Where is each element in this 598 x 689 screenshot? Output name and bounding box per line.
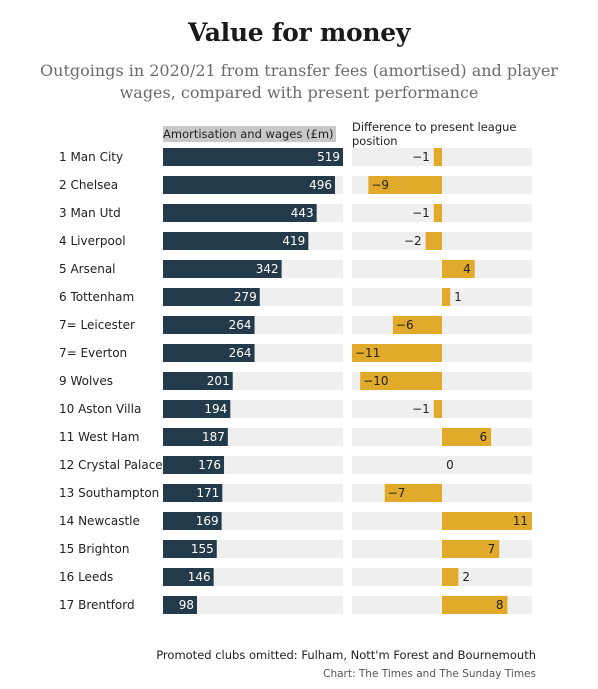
column-header-difference: Difference to present league position [352, 120, 517, 148]
difference-value-label: −9 [371, 178, 389, 192]
chart-title: Value for money [187, 18, 411, 47]
wages-bar [163, 204, 317, 222]
club-label: 3 Man Utd [59, 206, 121, 220]
chart-subtitle: Outgoings in 2020/21 from transfer fees … [40, 61, 558, 102]
difference-value-label: −1 [412, 206, 430, 220]
difference-bar [368, 176, 442, 194]
wages-bar [163, 568, 214, 586]
difference-value-label: 7 [488, 542, 496, 556]
difference-bar [384, 484, 442, 502]
difference-value-label: 2 [462, 570, 470, 584]
wages-bar [163, 428, 228, 446]
wages-value-label: 187 [202, 430, 225, 444]
wages-bar [163, 456, 225, 474]
difference-bar [433, 400, 442, 418]
difference-value-label: −1 [412, 402, 430, 416]
wages-value-label: 176 [198, 458, 221, 472]
difference-bar [392, 316, 442, 334]
difference-value-label: 1 [454, 290, 462, 304]
wages-value-label: 264 [229, 346, 252, 360]
difference-value-label: −2 [404, 234, 422, 248]
club-label: 1 Man City [59, 150, 123, 164]
difference-bar [442, 428, 492, 446]
difference-bar [433, 204, 442, 222]
club-label: 7= Leicester [59, 318, 135, 332]
wages-value-label: 279 [234, 290, 257, 304]
difference-value-label: −1 [412, 150, 430, 164]
chart-credit: Chart: The Times and The Sunday Times [323, 668, 536, 680]
club-label: 16 Leeds [59, 570, 113, 584]
wages-bar [163, 288, 260, 306]
difference-bar [360, 372, 442, 390]
club-label: 5 Arsenal [59, 262, 116, 276]
wages-value-label: 443 [291, 206, 314, 220]
difference-bar [442, 288, 451, 306]
wages-value-label: 519 [317, 150, 340, 164]
difference-value-label: −7 [388, 486, 406, 500]
wages-value-label: 342 [256, 262, 279, 276]
club-label: 10 Aston Villa [59, 402, 141, 416]
column-header-wages-label: Amortisation and wages (£m) [163, 126, 336, 142]
club-label: 14 Newcastle [59, 514, 140, 528]
wages-bar [163, 484, 223, 502]
difference-bar [442, 512, 532, 530]
wages-value-label: 169 [196, 514, 219, 528]
club-label: 4 Liverpool [59, 234, 126, 248]
wages-bar [163, 596, 197, 614]
wages-bar [163, 176, 336, 194]
column-header-wages: Amortisation and wages (£m) [163, 126, 336, 142]
wages-value-label: 155 [191, 542, 214, 556]
wages-bar [163, 540, 217, 558]
wages-bar [163, 400, 231, 418]
difference-track [352, 456, 532, 474]
wages-bar [163, 344, 255, 362]
difference-bar [425, 232, 442, 250]
difference-bar [442, 260, 475, 278]
difference-bar [352, 344, 442, 362]
difference-bar [442, 596, 508, 614]
wages-value-label: 98 [179, 598, 194, 612]
difference-value-label: −11 [355, 346, 380, 360]
wages-value-label: 496 [309, 178, 332, 192]
difference-value-label: −10 [363, 374, 388, 388]
difference-value-label: 6 [479, 430, 487, 444]
wages-value-label: 419 [282, 234, 305, 248]
wages-value-label: 146 [188, 570, 211, 584]
wages-bar [163, 260, 282, 278]
difference-bar [433, 148, 442, 166]
wages-bar [163, 316, 255, 334]
wages-bar [163, 232, 309, 250]
difference-value-label: 0 [446, 458, 454, 472]
difference-value-label: −6 [396, 318, 414, 332]
wages-value-label: 171 [196, 486, 219, 500]
club-label: 9 Wolves [59, 374, 113, 388]
wages-bar [163, 512, 222, 530]
club-label: 6 Tottenham [59, 290, 134, 304]
footnote: Promoted clubs omitted: Fulham, Nott'm F… [156, 648, 536, 662]
club-label: 11 West Ham [59, 430, 139, 444]
club-label: 15 Brighton [59, 542, 129, 556]
club-label: 12 Crystal Palace [59, 458, 163, 472]
club-label: 7= Everton [59, 346, 127, 360]
difference-value-label: 8 [496, 598, 504, 612]
difference-bar [442, 540, 500, 558]
club-label: 17 Brentford [59, 598, 135, 612]
wages-value-label: 264 [229, 318, 252, 332]
difference-value-label: 4 [463, 262, 471, 276]
club-label: 13 Southampton [59, 486, 159, 500]
club-label: 2 Chelsea [59, 178, 118, 192]
wages-value-label: 194 [204, 402, 227, 416]
wages-bar [163, 148, 343, 166]
difference-value-label: 11 [513, 514, 528, 528]
difference-bar [442, 568, 459, 586]
wages-value-label: 201 [207, 374, 230, 388]
wages-track [163, 596, 343, 614]
wages-bar [163, 372, 233, 390]
